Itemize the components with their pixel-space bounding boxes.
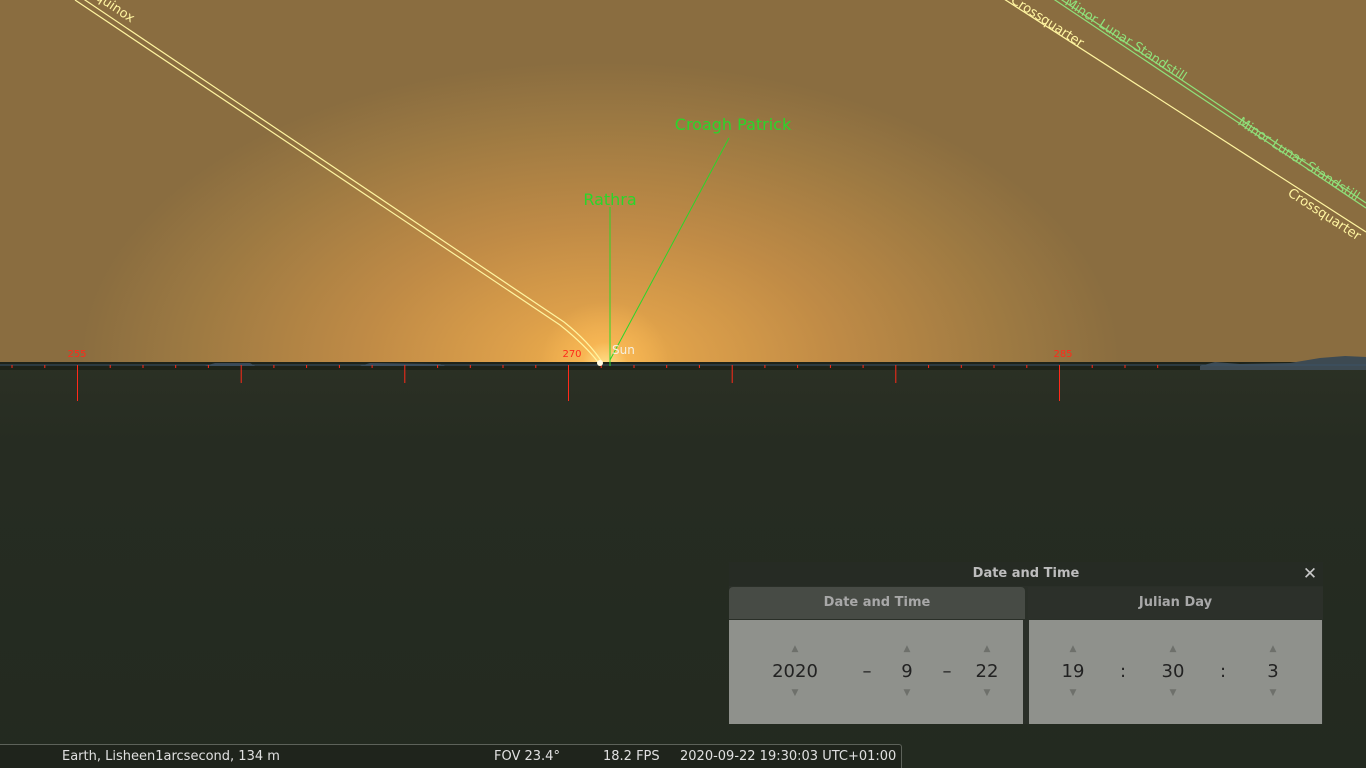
- chevron-up-icon[interactable]: ▲: [1169, 644, 1177, 654]
- chevron-down-icon[interactable]: ▼: [983, 688, 991, 698]
- hill-silhouette: [1200, 356, 1366, 370]
- equinox-line: [83, 0, 603, 363]
- minute-value[interactable]: 30: [1161, 661, 1185, 682]
- chevron-down-icon[interactable]: ▼: [1169, 688, 1177, 698]
- chevron-up-icon[interactable]: ▲: [1069, 644, 1077, 654]
- date-panel: ▲ 2020 ▼ – ▲ 9 ▼ – ▲ 22 ▼: [729, 620, 1023, 724]
- second-spinbox[interactable]: ▲ 3 ▼: [1243, 638, 1303, 700]
- azimuth-grid: [11, 365, 1159, 401]
- minor-lunar-line: [1053, 0, 1366, 209]
- second-value[interactable]: 3: [1267, 661, 1279, 682]
- azimuth-label-270: 270: [562, 349, 581, 360]
- tab-date-and-time[interactable]: Date and Time: [729, 587, 1025, 619]
- fps-readout: 18.2 FPS: [603, 749, 660, 764]
- equinox-line: [74, 0, 599, 363]
- month-spinbox[interactable]: ▲ 9 ▼: [877, 638, 937, 700]
- croagh-patrick-label[interactable]: Croagh Patrick: [675, 115, 792, 134]
- minute-spinbox[interactable]: ▲ 30 ▼: [1143, 638, 1203, 700]
- date-separator: –: [942, 661, 952, 682]
- fov-readout: FOV 23.4°: [494, 749, 560, 764]
- sky-view[interactable]: [0, 0, 1366, 366]
- date-separator: –: [862, 661, 872, 682]
- sun-label[interactable]: Sun: [612, 343, 635, 357]
- time-separator: :: [1219, 661, 1227, 682]
- month-value[interactable]: 9: [901, 661, 913, 682]
- location-readout[interactable]: Earth, Lisheen1arcsecond, 134 m: [62, 749, 280, 764]
- azimuth-label-255: 255: [67, 349, 86, 360]
- year-spinbox[interactable]: ▲ 2020 ▼: [765, 638, 825, 700]
- datetime-readout[interactable]: 2020-09-22 19:30:03 UTC+01:00: [680, 749, 897, 764]
- chevron-down-icon[interactable]: ▼: [1269, 688, 1277, 698]
- chevron-down-icon[interactable]: ▼: [903, 688, 911, 698]
- day-value[interactable]: 22: [975, 661, 999, 682]
- close-icon[interactable]: ✕: [1302, 564, 1318, 584]
- year-value[interactable]: 2020: [772, 661, 818, 682]
- chevron-up-icon[interactable]: ▲: [791, 644, 799, 654]
- time-panel: ▲ 19 ▼ : ▲ 30 ▼ : ▲ 3 ▼: [1029, 620, 1322, 724]
- chevron-up-icon[interactable]: ▲: [983, 644, 991, 654]
- status-bar: Earth, Lisheen1arcsecond, 134 m FOV 23.4…: [0, 744, 902, 768]
- chevron-down-icon[interactable]: ▼: [1069, 688, 1077, 698]
- chevron-up-icon[interactable]: ▲: [903, 644, 911, 654]
- hour-spinbox[interactable]: ▲ 19 ▼: [1043, 638, 1103, 700]
- chevron-down-icon[interactable]: ▼: [791, 688, 799, 698]
- equinox-label: Equinox: [86, 0, 138, 26]
- rathra-label[interactable]: Rathra: [583, 190, 636, 209]
- azimuth-label-285: 285: [1053, 349, 1072, 360]
- day-spinbox[interactable]: ▲ 22 ▼: [957, 638, 1017, 700]
- tab-julian-day[interactable]: Julian Day: [1028, 587, 1323, 619]
- horizon-band: [0, 362, 1366, 370]
- croagh-patrick-pointer: [609, 137, 730, 361]
- minor-lunar-line: [1060, 0, 1366, 204]
- chevron-up-icon[interactable]: ▲: [1269, 644, 1277, 654]
- dialog-title[interactable]: Date and Time: [729, 562, 1323, 586]
- time-separator: :: [1119, 661, 1127, 682]
- date-time-dialog: Date and Time ✕ Date and Time Julian Day…: [729, 562, 1323, 724]
- sun-disc[interactable]: [597, 360, 603, 366]
- crossquarter-line: [1004, 0, 1366, 233]
- hour-value[interactable]: 19: [1061, 661, 1085, 682]
